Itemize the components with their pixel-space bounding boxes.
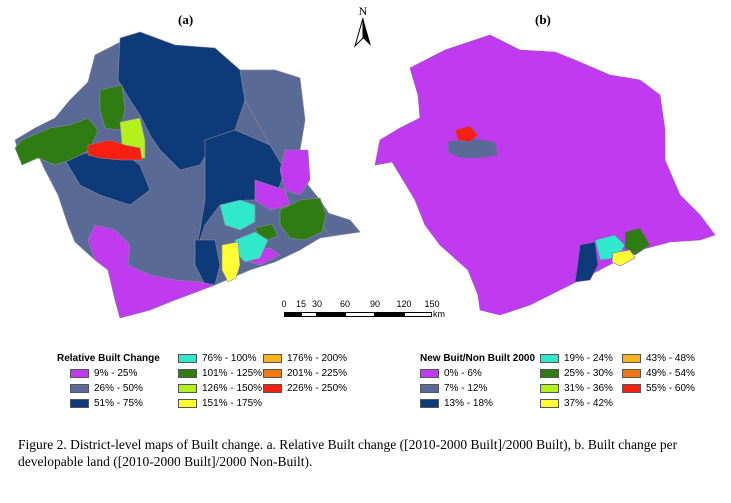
- scale-tick: 120: [396, 299, 412, 309]
- legend-swatch: [540, 368, 559, 378]
- legend-swatch: [622, 383, 641, 393]
- legend-b-item: 19% - 24%: [540, 353, 613, 365]
- legend-b-item: 31% - 36%: [540, 383, 613, 395]
- legend-swatch: [70, 368, 89, 378]
- scale-segment: [317, 312, 345, 317]
- map-a-region: [87, 224, 217, 319]
- legend-swatch: [622, 368, 641, 378]
- legend-swatch: [540, 398, 559, 408]
- legend-a-item: 76% - 100%: [178, 353, 256, 365]
- legend-b-item: 13% - 18%: [420, 398, 493, 410]
- scale-tick: 15: [295, 299, 307, 309]
- scale-segment: [345, 312, 375, 317]
- legend-a-item: 176% - 200%: [263, 353, 347, 365]
- legend-swatch: [622, 353, 641, 363]
- map-a-region: [279, 149, 311, 196]
- legend-swatch: [178, 368, 197, 378]
- legend-swatch: [178, 353, 197, 363]
- figure-caption: Figure 2. District-level maps of Built c…: [18, 437, 678, 469]
- legend-a-item: 26% - 50%: [70, 383, 143, 395]
- legend-b-item: 55% - 60%: [622, 383, 695, 395]
- legend-swatch: [420, 398, 439, 408]
- map-b-region: [374, 34, 716, 316]
- scale-segment: [404, 312, 432, 317]
- legend-swatch: [263, 383, 282, 393]
- scale-segment: [375, 312, 404, 317]
- legend-swatch: [70, 398, 89, 408]
- legend-swatch: [178, 383, 197, 393]
- scale-unit: km: [433, 309, 445, 319]
- map-a-region: [87, 139, 143, 161]
- legend-b-item: 25% - 30%: [540, 368, 613, 380]
- legend-swatch: [263, 368, 282, 378]
- scale-tick: 60: [339, 299, 351, 309]
- map-a-region: [219, 199, 256, 231]
- legend-a-item: 126% - 150%: [178, 383, 262, 395]
- map-b-region: [624, 227, 651, 256]
- legend-b-title: New Buit/Non Built 2000: [420, 353, 536, 364]
- map-a-region: [279, 197, 327, 241]
- legend-swatch: [420, 368, 439, 378]
- map-b-region: [611, 249, 636, 267]
- legend-b-item: 37% - 42%: [540, 398, 613, 410]
- legend-a-item: 151% - 175%: [178, 398, 262, 410]
- map-b-region: [574, 241, 599, 283]
- legend-a-item: 9% - 25%: [70, 368, 137, 380]
- scale-tick: 90: [369, 299, 381, 309]
- legend-b-item: 7% - 12%: [420, 383, 487, 395]
- panel-label-a: (a): [178, 12, 194, 27]
- legend-swatch: [263, 353, 282, 363]
- legend-swatch: [178, 398, 197, 408]
- legend-b-item: 49% - 54%: [622, 368, 695, 380]
- map-a-region: [254, 179, 291, 211]
- map-a-region: [221, 241, 241, 283]
- scale-segment: [301, 312, 317, 317]
- map-b-region: [447, 137, 499, 159]
- map-b-region: [454, 125, 479, 143]
- legend-b-item: 0% - 6%: [420, 368, 482, 380]
- legend-swatch: [70, 383, 89, 393]
- scale-tick: 150: [424, 299, 440, 309]
- legend-swatch: [540, 383, 559, 393]
- north-arrow-icon: N: [350, 4, 376, 48]
- map-a-region: [99, 84, 126, 131]
- scale-segment: [284, 312, 301, 317]
- legend-swatch: [420, 383, 439, 393]
- scale-tick: 0: [281, 299, 287, 309]
- legend-swatch: [540, 353, 559, 363]
- panel-label-b: (b): [535, 12, 551, 27]
- legend-a-title: Relative Built Change: [57, 353, 160, 364]
- north-letter: N: [358, 4, 368, 18]
- legend-a-item: 226% - 250%: [263, 383, 347, 395]
- scale-bar: 0 15 30 60 90 120 150 km: [280, 299, 450, 323]
- legend-b-item: 43% - 48%: [622, 353, 695, 365]
- legend-a-item: 201% - 225%: [263, 368, 347, 380]
- scale-tick: 30: [311, 299, 323, 309]
- map-a-region: [14, 117, 99, 166]
- legend-a-item: 101% - 125%: [178, 368, 262, 380]
- legend-a-item: 51% - 75%: [70, 398, 143, 410]
